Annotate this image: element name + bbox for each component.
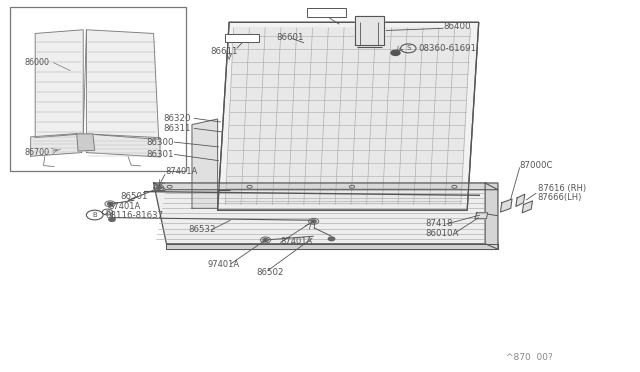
- Text: 86600: 86600: [310, 8, 337, 17]
- Polygon shape: [516, 194, 525, 206]
- Polygon shape: [86, 30, 159, 140]
- Text: 86311: 86311: [163, 124, 191, 133]
- Text: 87616 (RH): 87616 (RH): [538, 185, 586, 193]
- Text: 87000C: 87000C: [520, 161, 553, 170]
- Text: 86501: 86501: [120, 192, 148, 201]
- Text: 86000: 86000: [24, 58, 49, 67]
- FancyBboxPatch shape: [307, 8, 346, 17]
- Circle shape: [156, 186, 161, 189]
- Circle shape: [311, 220, 316, 223]
- Text: S: S: [406, 45, 410, 51]
- Circle shape: [391, 50, 400, 55]
- Polygon shape: [485, 183, 498, 249]
- Text: 87401A: 87401A: [165, 167, 197, 176]
- Polygon shape: [218, 22, 479, 210]
- Text: 87401A: 87401A: [280, 237, 312, 246]
- Polygon shape: [225, 28, 470, 205]
- Polygon shape: [31, 133, 82, 156]
- Circle shape: [109, 218, 115, 221]
- Text: 86620: 86620: [228, 34, 255, 43]
- Polygon shape: [475, 213, 488, 219]
- Polygon shape: [500, 199, 512, 212]
- Text: B: B: [92, 212, 97, 218]
- Text: ^870  00?: ^870 00?: [506, 353, 552, 362]
- Text: 86611: 86611: [210, 47, 237, 56]
- Text: 86502: 86502: [256, 268, 284, 277]
- Polygon shape: [86, 134, 160, 157]
- Text: 86532: 86532: [189, 225, 216, 234]
- Text: 87418: 87418: [426, 219, 453, 228]
- Polygon shape: [154, 183, 498, 244]
- Text: 08116-81637: 08116-81637: [106, 211, 164, 219]
- Text: 86301: 86301: [146, 150, 173, 159]
- Polygon shape: [522, 201, 532, 213]
- Text: 97401A: 97401A: [208, 260, 240, 269]
- Text: 87401A: 87401A: [109, 202, 141, 211]
- Polygon shape: [166, 244, 498, 249]
- Polygon shape: [77, 134, 95, 151]
- Bar: [10, 7, 186, 171]
- Circle shape: [108, 202, 113, 205]
- Text: 86400: 86400: [444, 22, 471, 31]
- Text: 86300: 86300: [146, 138, 173, 147]
- Text: 86700: 86700: [24, 148, 49, 157]
- Text: 86320: 86320: [163, 114, 191, 123]
- Text: 08360-61691: 08360-61691: [419, 44, 477, 53]
- Polygon shape: [35, 30, 83, 138]
- Text: 86601: 86601: [276, 33, 304, 42]
- Polygon shape: [154, 183, 498, 190]
- Circle shape: [328, 237, 335, 241]
- Circle shape: [263, 238, 268, 241]
- Polygon shape: [192, 119, 218, 208]
- Text: B: B: [106, 209, 109, 215]
- FancyBboxPatch shape: [225, 34, 259, 42]
- Polygon shape: [355, 16, 384, 45]
- Text: 86010A: 86010A: [426, 229, 459, 238]
- Text: 87666(LH): 87666(LH): [538, 193, 582, 202]
